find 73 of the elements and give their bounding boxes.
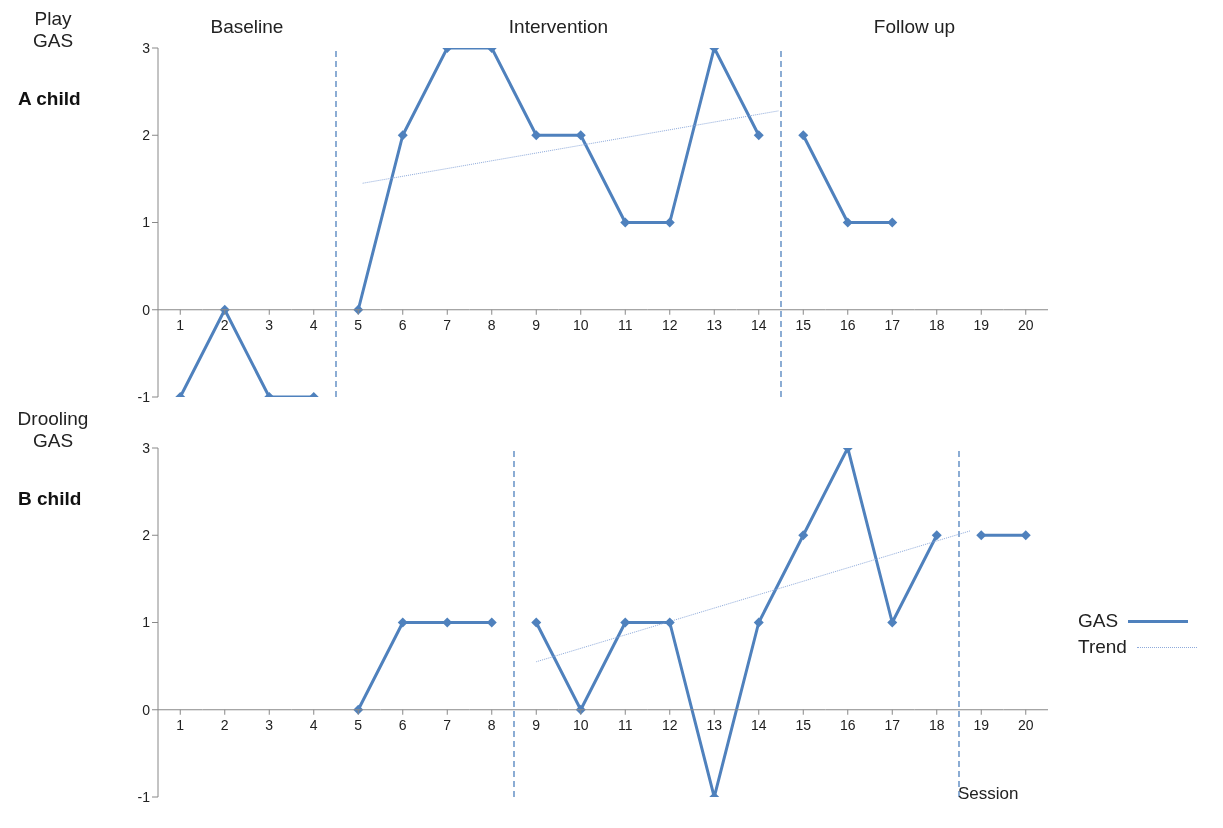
x-tick-label: 10 [572,316,589,333]
point [664,617,675,628]
text: B child [18,488,82,510]
x-tick-label: 17 [884,716,901,733]
x-tick-label: 15 [795,316,812,333]
x-tick-label: 9 [532,316,541,333]
x-tick-label: 16 [839,716,856,733]
x-tick-label: 5 [354,316,363,333]
y-tick-label: 2 [142,527,151,544]
point [531,617,542,628]
x-tick-label: 19 [973,716,990,733]
y-tick-label: 3 [142,39,151,56]
x-tick-label: 15 [795,716,812,733]
point [1020,530,1031,541]
text: A child [18,88,81,110]
point [976,530,987,541]
x-tick-label: 7 [443,316,452,333]
y-axis-title: Drooling GAS [16,408,90,452]
x-tick-label: 16 [839,316,856,333]
point [753,617,764,628]
x-tick-label: 11 [617,316,633,333]
x-tick-label: 20 [1017,716,1034,733]
x-tick-label: 8 [487,716,496,733]
x-tick-label: 13 [706,316,723,333]
point [531,130,542,141]
text: Follow up [872,16,957,38]
x-tick-label: 3 [265,316,274,333]
x-tick-label: 2 [220,316,229,333]
x-tick-label: 18 [928,716,945,733]
x-tick-label: 1 [176,316,185,333]
y-tick-label: 2 [142,127,151,144]
x-tick-label: 19 [973,316,990,333]
point [798,130,809,141]
point [798,530,809,541]
x-axis-title: Session [958,784,1019,804]
point [397,130,408,141]
x-tick-label: 2 [220,716,229,733]
x-tick-label: 3 [265,716,274,733]
y-tick-label: -1 [137,388,151,405]
point [931,530,942,541]
y-tick-label: 1 [142,614,151,631]
x-tick-label: 5 [354,716,363,733]
legend-label: Trend [1078,636,1127,658]
x-tick-label: 10 [572,716,589,733]
x-tick-label: 4 [309,316,318,333]
x-tick-label: 1 [176,716,185,733]
x-tick-label: 20 [1017,316,1034,333]
x-tick-label: 6 [398,316,407,333]
x-tick-label: 6 [398,716,407,733]
y-axis-title: Play GAS [31,8,75,52]
x-tick-label: 17 [884,316,901,333]
x-tick-label: 4 [309,716,318,733]
x-tick-label: 8 [487,316,496,333]
y-tick-label: 1 [142,214,151,231]
x-tick-label: 14 [750,316,767,333]
x-tick-label: 12 [661,716,678,733]
x-tick-label: 13 [706,716,723,733]
point [887,617,898,628]
y-tick-label: 3 [142,439,151,456]
x-tick-label: 11 [617,716,633,733]
y-tick-label: 0 [142,701,151,718]
text: Baseline [209,16,285,38]
x-tick-label: 12 [661,316,678,333]
y-tick-label: -1 [137,788,151,805]
x-tick-label: 14 [750,716,767,733]
text: Intervention [507,16,610,38]
y-tick-label: 0 [142,301,151,318]
point [753,130,764,141]
x-tick-label: 7 [443,716,452,733]
x-tick-label: 18 [928,316,945,333]
legend-label: GAS [1078,610,1119,632]
point [575,130,586,141]
x-tick-label: 9 [532,716,541,733]
